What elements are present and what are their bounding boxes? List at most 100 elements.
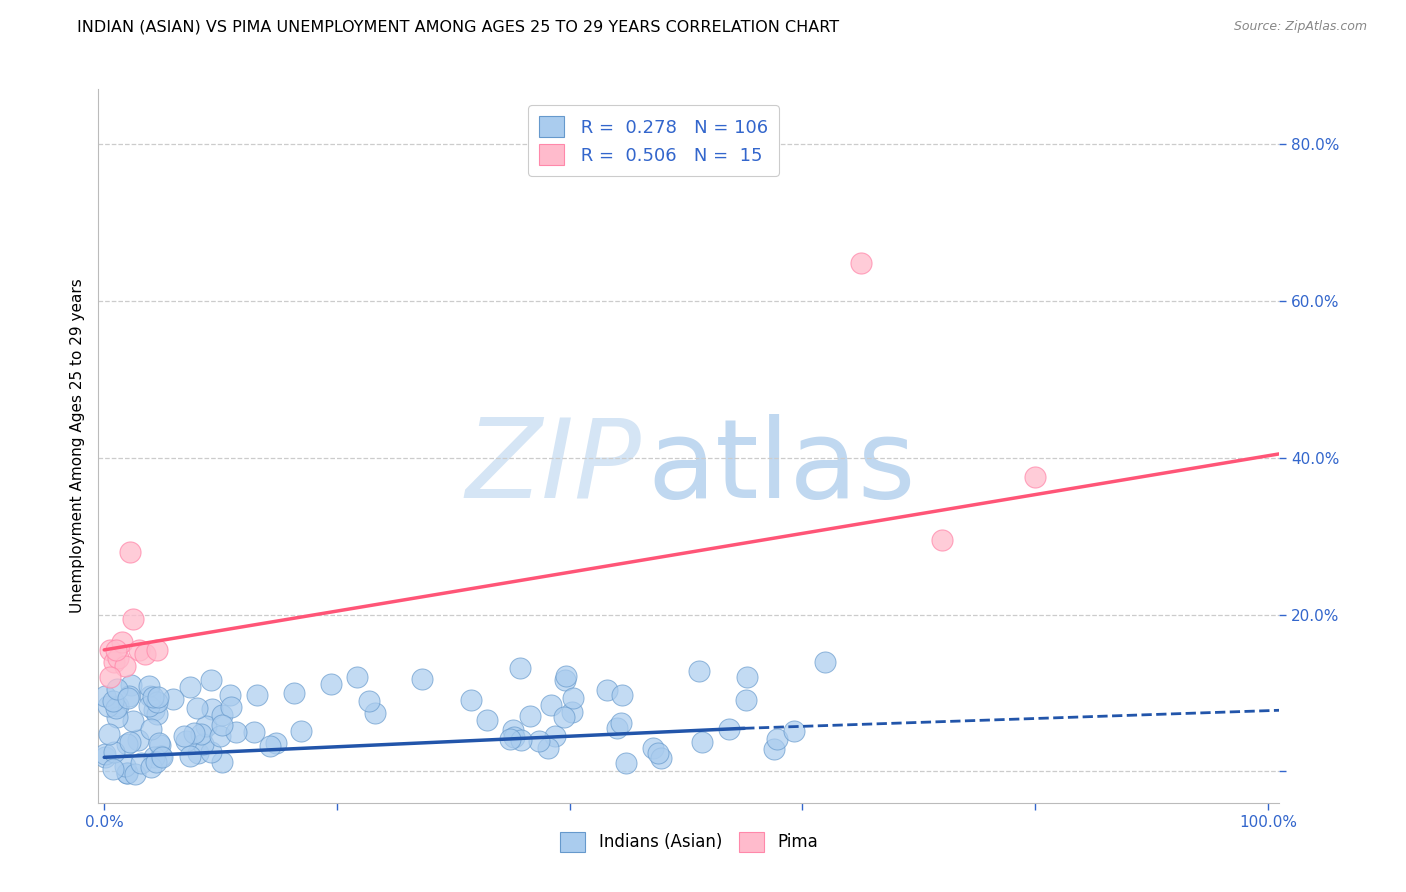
Point	[596, 682, 619, 697]
Point	[93, 750, 115, 764]
Point	[149, 739, 172, 753]
Point	[150, 750, 173, 764]
Point	[97, 727, 120, 741]
Point	[477, 713, 499, 727]
Point	[105, 700, 128, 714]
Point	[606, 721, 628, 735]
Point	[763, 742, 786, 756]
Point	[145, 755, 167, 769]
Point	[104, 643, 127, 657]
Point	[219, 699, 242, 714]
Point	[529, 734, 551, 748]
Point	[346, 670, 368, 684]
Point	[187, 746, 209, 760]
Point	[143, 703, 166, 717]
Point	[537, 741, 560, 756]
Point	[94, 747, 117, 762]
Point	[94, 689, 117, 703]
Text: Source: ZipAtlas.com: Source: ZipAtlas.com	[1233, 20, 1367, 33]
Point	[115, 737, 138, 751]
Point	[190, 727, 212, 741]
Point	[647, 747, 669, 761]
Point	[283, 686, 305, 700]
Point	[609, 715, 631, 730]
Point	[718, 722, 741, 736]
Point	[139, 723, 162, 737]
Y-axis label: Unemployment Among Ages 25 to 29 years: Unemployment Among Ages 25 to 29 years	[69, 278, 84, 614]
Point	[610, 688, 633, 702]
Point	[145, 707, 167, 722]
Point	[766, 732, 789, 747]
Point	[783, 723, 806, 738]
Point	[650, 751, 672, 765]
Point	[357, 694, 380, 708]
Point	[103, 694, 125, 708]
Point	[118, 689, 141, 703]
Point	[1024, 470, 1046, 484]
Point	[103, 745, 125, 759]
Point	[145, 643, 167, 657]
Point	[561, 706, 583, 720]
Point	[211, 718, 233, 732]
Point	[139, 689, 162, 703]
Point	[148, 736, 170, 750]
Point	[128, 643, 150, 657]
Point	[118, 545, 141, 559]
Point	[411, 672, 433, 686]
Point	[98, 643, 121, 657]
Point	[107, 698, 129, 713]
Point	[509, 733, 531, 747]
Point	[363, 706, 385, 720]
Point	[734, 693, 756, 707]
Point	[179, 680, 201, 694]
Point	[544, 729, 567, 743]
Point	[849, 256, 872, 270]
Point	[174, 733, 197, 747]
Point	[138, 679, 160, 693]
Point	[183, 726, 205, 740]
Point	[737, 670, 759, 684]
Point	[219, 688, 242, 702]
Point	[127, 733, 149, 747]
Point	[111, 635, 134, 649]
Legend: Indians (Asian), Pima: Indians (Asian), Pima	[554, 825, 824, 859]
Point	[201, 702, 224, 716]
Point	[146, 690, 169, 705]
Point	[519, 708, 541, 723]
Point	[107, 650, 129, 665]
Point	[509, 661, 531, 675]
Text: INDIAN (ASIAN) VS PIMA UNEMPLOYMENT AMONG AGES 25 TO 29 YEARS CORRELATION CHART: INDIAN (ASIAN) VS PIMA UNEMPLOYMENT AMON…	[77, 20, 839, 35]
Point	[225, 725, 247, 739]
Point	[120, 735, 142, 749]
Point	[149, 749, 172, 764]
Point	[162, 691, 184, 706]
Point	[124, 767, 146, 781]
Point	[173, 729, 195, 743]
Point	[186, 700, 208, 714]
Point	[142, 690, 165, 705]
Point	[115, 766, 138, 780]
Point	[259, 739, 281, 753]
Point	[540, 698, 562, 712]
Point	[243, 725, 266, 739]
Point	[129, 756, 152, 770]
Point	[191, 737, 214, 751]
Point	[114, 658, 136, 673]
Point	[117, 691, 139, 706]
Point	[931, 533, 953, 547]
Point	[121, 714, 143, 728]
Point	[98, 670, 121, 684]
Point	[460, 693, 482, 707]
Point	[134, 647, 156, 661]
Point	[503, 730, 526, 744]
Point	[143, 750, 166, 764]
Point	[208, 730, 231, 744]
Point	[103, 763, 125, 777]
Point	[105, 682, 128, 697]
Point	[814, 655, 837, 669]
Point	[499, 731, 522, 746]
Point	[246, 688, 269, 702]
Point	[211, 708, 233, 723]
Point	[502, 723, 524, 737]
Text: atlas: atlas	[648, 414, 917, 521]
